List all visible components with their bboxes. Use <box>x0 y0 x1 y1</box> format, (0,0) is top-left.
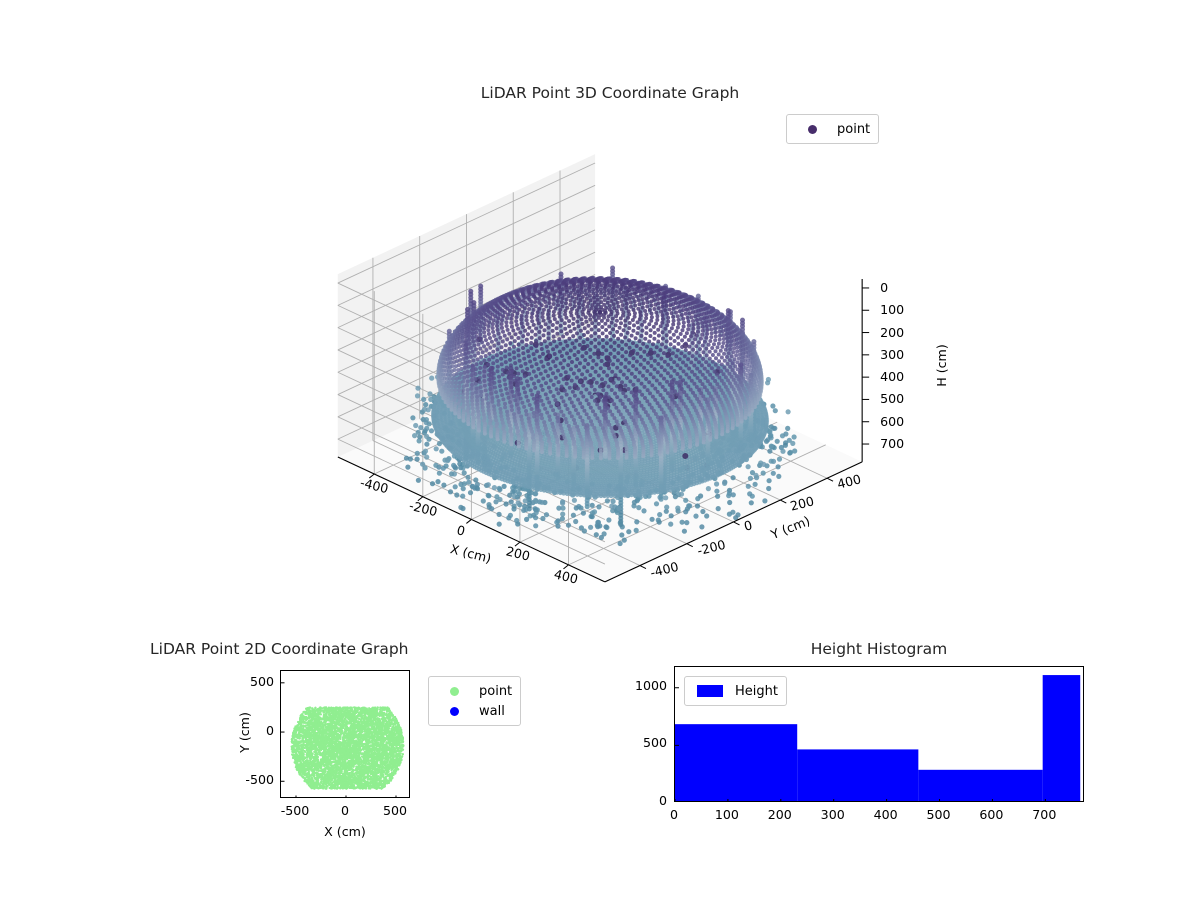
legend-label: point <box>471 684 512 699</box>
chart-3d-title: LiDAR Point 3D Coordinate Graph <box>300 84 920 102</box>
histogram-title: Height Histogram <box>674 640 1084 658</box>
z-tick-label: 600 <box>880 414 904 429</box>
z-tick-label: 400 <box>880 369 904 384</box>
x-tick-label: 200 <box>768 807 792 822</box>
legend-dot-icon <box>437 706 471 716</box>
lidar-2d-canvas <box>281 682 405 797</box>
x-tick-label: 400 <box>874 807 898 822</box>
x-axis-label: X (cm) <box>324 824 366 839</box>
x-tick-label: 500 <box>926 807 950 822</box>
legend-swatch-icon <box>693 685 727 697</box>
lidar-3d-canvas <box>337 154 870 583</box>
x-tick-label: 0 <box>670 807 678 822</box>
y-tick-label: 1000 <box>635 678 667 693</box>
x-tick-label: 700 <box>1032 807 1056 822</box>
y-axis-label: Y (cm) <box>237 712 252 753</box>
z-tick-label: 700 <box>880 436 904 451</box>
z-tick-label: 0 <box>880 280 888 295</box>
chart-2d-legend: point wall <box>428 676 522 726</box>
legend-item-wall: wall <box>437 701 512 721</box>
legend-label: Height <box>727 684 778 699</box>
legend-item-height: Height <box>693 681 778 701</box>
legend-item-point: point <box>437 681 512 701</box>
x-tick-label: 300 <box>821 807 845 822</box>
z-axis-label: H (cm) <box>934 344 949 387</box>
y-tick-label: 0 <box>266 723 274 738</box>
x-tick-label: 500 <box>383 803 407 818</box>
legend-item-point: point <box>795 119 870 139</box>
z-tick-label: 500 <box>880 391 904 406</box>
height-histogram-canvas <box>675 675 1081 801</box>
y-tick-label: -500 <box>245 772 274 787</box>
y-tick-label: 0 <box>659 793 667 808</box>
chart-2d-title: LiDAR Point 2D Coordinate Graph <box>150 640 550 658</box>
lidar-3d-scatter-plot <box>300 110 920 630</box>
y-tick-label: 500 <box>643 735 667 750</box>
z-tick-label: 200 <box>880 325 904 340</box>
legend-dot-icon <box>437 686 471 696</box>
legend-label: wall <box>471 704 505 719</box>
histogram-legend: Height <box>684 676 787 706</box>
x-tick-label: 600 <box>979 807 1003 822</box>
lidar-2d-scatter-plot <box>280 670 410 798</box>
chart-3d-legend: point <box>786 114 880 144</box>
x-tick-label: 100 <box>715 807 739 822</box>
z-tick-label: 100 <box>880 302 904 317</box>
z-tick-label: 300 <box>880 347 904 362</box>
x-tick-label: 0 <box>341 803 349 818</box>
y-tick-label: 500 <box>250 674 274 689</box>
legend-label: point <box>829 122 870 137</box>
x-tick-label: -500 <box>281 803 310 818</box>
legend-dot-icon <box>795 124 829 134</box>
